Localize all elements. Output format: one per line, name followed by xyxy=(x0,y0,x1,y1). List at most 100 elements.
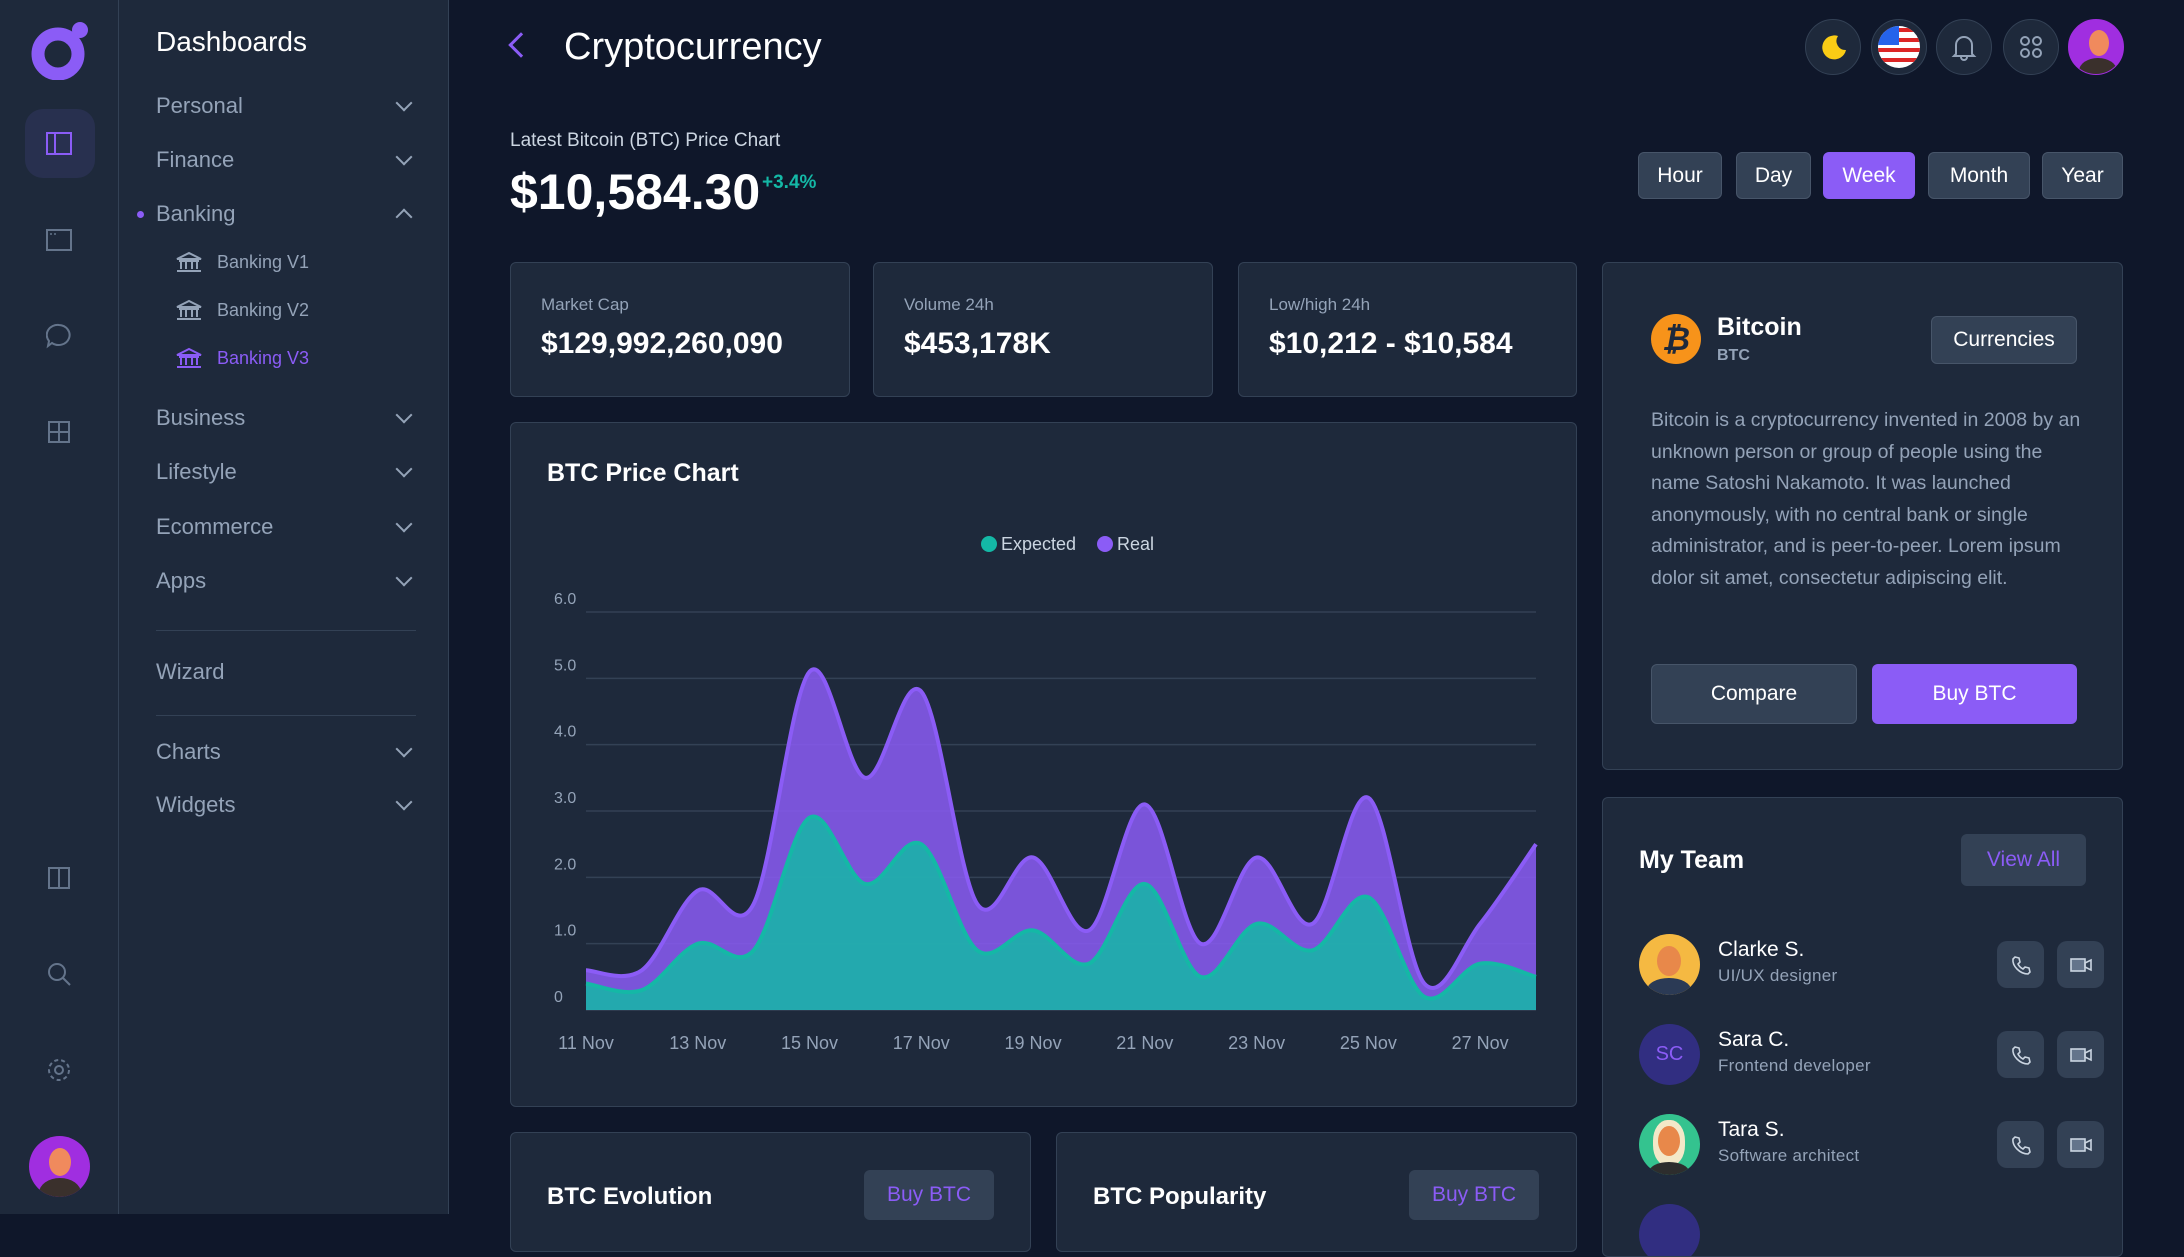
stat-card-market-cap: Market Cap $129,992,260,090 xyxy=(510,262,850,397)
sidebar-item-label: Widgets xyxy=(156,792,236,817)
btc-evolution-card: BTC Evolution Buy BTC xyxy=(510,1132,1031,1252)
tab-hour[interactable]: Hour xyxy=(1638,152,1722,199)
gear-icon[interactable] xyxy=(39,1050,79,1090)
coin-name: Bitcoin xyxy=(1717,313,1802,341)
legend-label: Expected xyxy=(1001,534,1076,554)
sidebar-item-widgets[interactable]: Widgets xyxy=(156,790,416,820)
tab-week[interactable]: Week xyxy=(1823,152,1915,199)
video-icon[interactable] xyxy=(2057,1121,2104,1168)
price-change: +3.4% xyxy=(762,172,817,193)
chevron-down-icon xyxy=(395,148,413,166)
coin-symbol: BTC xyxy=(1717,347,1750,364)
phone-icon[interactable] xyxy=(1997,1031,2044,1078)
stat-value: $10,212 - $10,584 xyxy=(1269,327,1513,360)
buy-btc-button[interactable]: Buy BTC xyxy=(1409,1170,1539,1220)
apps-icon[interactable] xyxy=(2003,19,2059,75)
tab-year[interactable]: Year xyxy=(2042,152,2123,199)
phone-icon[interactable] xyxy=(1997,941,2044,988)
subitem-label: Banking V3 xyxy=(217,347,310,368)
chevron-down-icon xyxy=(395,740,413,758)
sidebar-item-charts[interactable]: Charts xyxy=(156,737,416,767)
grid-icon[interactable] xyxy=(39,412,79,452)
stat-label: Volume 24h xyxy=(904,295,994,314)
sidebar-subitem-banking-v2[interactable]: Banking V2 xyxy=(175,297,309,323)
sidebar-item-label: Apps xyxy=(156,568,207,593)
view-all-button[interactable]: View All xyxy=(1961,834,2086,886)
sidebar-item-wizard[interactable]: Wizard xyxy=(156,657,416,687)
chart-title: BTC Price Chart xyxy=(547,459,739,487)
legend-label: Real xyxy=(1117,534,1154,554)
chevron-down-icon xyxy=(395,94,413,112)
tab-month[interactable]: Month xyxy=(1928,152,2030,199)
sidebar-item-finance[interactable]: Finance xyxy=(156,145,416,175)
x-tick-label: 21 Nov xyxy=(1116,1033,1173,1053)
avatar xyxy=(1639,1114,1700,1175)
buy-btc-button[interactable]: Buy BTC xyxy=(864,1170,994,1220)
user-avatar[interactable] xyxy=(29,1136,90,1197)
price-label: Latest Bitcoin (BTC) Price Chart xyxy=(510,130,781,151)
team-title: My Team xyxy=(1639,846,1745,874)
page-title: Cryptocurrency xyxy=(564,26,822,68)
x-tick-label: 27 Nov xyxy=(1452,1033,1509,1053)
y-tick-label: 6.0 xyxy=(554,591,576,608)
sidebar-subitem-banking-v3[interactable]: Banking V3 xyxy=(175,345,309,371)
area-expected xyxy=(586,816,1536,1010)
rail-active-highlight xyxy=(25,109,95,178)
sidebar-item-banking[interactable]: Banking xyxy=(156,199,416,229)
stat-card-volume: Volume 24h $453,178K xyxy=(873,262,1213,397)
y-tick-label: 0 xyxy=(554,989,563,1006)
tab-day[interactable]: Day xyxy=(1736,152,1811,199)
chevron-down-icon xyxy=(395,406,413,424)
legend-marker xyxy=(981,536,997,552)
sidebar-item-label: Wizard xyxy=(156,659,225,684)
member-role: UI/UX designer xyxy=(1718,966,1838,985)
stat-value: $129,992,260,090 xyxy=(541,327,783,360)
compare-button[interactable]: Compare xyxy=(1651,664,1857,724)
columns-icon[interactable] xyxy=(39,858,79,898)
sidebar-item-label: Lifestyle xyxy=(156,459,237,484)
stat-label: Market Cap xyxy=(541,295,629,314)
user-avatar[interactable] xyxy=(2068,19,2124,75)
currencies-button[interactable]: Currencies xyxy=(1931,316,2077,364)
sidebar-item-lifestyle[interactable]: Lifestyle xyxy=(156,457,416,487)
btc-price-chart: 0 1.0 2.0 3.0 4.0 5.0 6.0 11 Nov 13 Nov 15 Nov 17 … xyxy=(554,534,1538,1053)
avatar: SC xyxy=(1639,1024,1700,1085)
bitcoin-icon: ₿ xyxy=(1651,314,1701,364)
x-tick-label: 13 Nov xyxy=(669,1033,726,1053)
chat-icon[interactable] xyxy=(39,316,79,356)
buy-btc-button[interactable]: Buy BTC xyxy=(1872,664,2077,724)
video-icon[interactable] xyxy=(2057,941,2104,988)
search-icon[interactable] xyxy=(39,954,79,994)
bank-icon xyxy=(176,251,202,272)
sidebar-subitem-banking-v1[interactable]: Banking V1 xyxy=(175,249,309,275)
video-icon[interactable] xyxy=(2057,1031,2104,1078)
subitem-label: Banking V2 xyxy=(217,299,310,320)
sidebar-item-ecommerce[interactable]: Ecommerce xyxy=(156,512,416,542)
bell-icon[interactable] xyxy=(1936,19,1992,75)
x-tick-label: 15 Nov xyxy=(781,1033,838,1053)
subitem-label: Banking V1 xyxy=(217,251,310,272)
btc-popularity-card: BTC Popularity Buy BTC xyxy=(1056,1132,1577,1252)
bitcoin-info-card: ₿ Bitcoin BTC Currencies Bitcoin is a cr… xyxy=(1602,262,2123,770)
avatar xyxy=(1639,934,1700,995)
divider xyxy=(156,630,416,631)
bank-icon xyxy=(176,299,202,320)
moon-icon[interactable] xyxy=(1805,19,1861,75)
sidebar-item-apps[interactable]: Apps xyxy=(156,566,416,596)
divider xyxy=(156,715,416,716)
chevron-down-icon xyxy=(395,793,413,811)
card-title: BTC Evolution xyxy=(547,1183,713,1210)
stat-value: $453,178K xyxy=(904,327,1051,360)
us-flag-icon[interactable] xyxy=(1871,19,1927,75)
back-chevron-icon[interactable] xyxy=(508,32,534,58)
window-icon[interactable] xyxy=(39,220,79,260)
sidebar: Dashboards Personal Finance Banking Bank… xyxy=(119,0,449,1214)
phone-icon[interactable] xyxy=(1997,1121,2044,1168)
sidebar-item-business[interactable]: Business xyxy=(156,403,416,433)
chevron-down-icon xyxy=(395,515,413,533)
logo[interactable] xyxy=(30,18,92,80)
sidebar-item-personal[interactable]: Personal xyxy=(156,91,416,121)
chevron-down-icon xyxy=(395,569,413,587)
stat-card-low-high: Low/high 24h $10,212 - $10,584 xyxy=(1238,262,1577,397)
sidebar-layout-icon[interactable] xyxy=(39,124,79,164)
